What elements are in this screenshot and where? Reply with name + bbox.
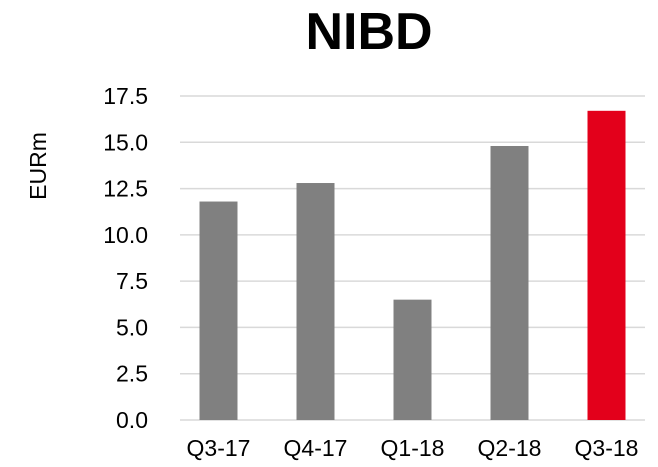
x-tick-label: Q3-17 — [187, 435, 251, 461]
chart-title: NIBD — [305, 3, 433, 61]
y-axis-title: EURm — [25, 132, 51, 200]
x-tick-label: Q4-17 — [284, 435, 348, 461]
y-tick-label: 5.0 — [116, 314, 148, 340]
bar-q1-18 — [393, 299, 432, 420]
x-axis-ticks: Q3-17 Q4-17 Q1-18 Q2-18 Q3-18 — [187, 435, 639, 461]
y-tick-label: 7.5 — [116, 268, 148, 294]
y-tick-label: 17.5 — [103, 83, 148, 109]
bar-q3-17 — [199, 201, 238, 420]
y-axis-ticks: 0.0 2.5 5.0 7.5 10.0 12.5 15.0 17.5 — [103, 83, 148, 433]
bar-q2-18 — [490, 145, 529, 420]
y-tick-label: 2.5 — [116, 361, 148, 387]
bars — [199, 110, 626, 420]
x-tick-label: Q3-18 — [575, 435, 639, 461]
x-tick-label: Q1-18 — [381, 435, 445, 461]
bar-q3-18 — [587, 110, 626, 420]
y-tick-label: 10.0 — [103, 222, 148, 248]
bar-q4-17 — [296, 183, 335, 420]
y-tick-label: 12.5 — [103, 176, 148, 202]
y-tick-label: 15.0 — [103, 129, 148, 155]
x-tick-label: Q2-18 — [478, 435, 542, 461]
y-tick-label: 0.0 — [116, 407, 148, 433]
